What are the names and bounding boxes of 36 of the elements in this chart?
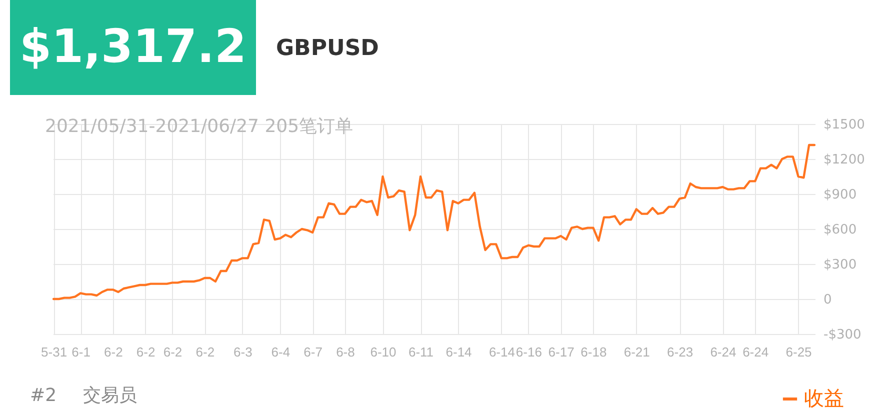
- y-tick-label: $1500: [824, 118, 865, 132]
- y-tick-label: $300: [824, 258, 857, 272]
- x-tick-label: 6-21: [624, 344, 650, 360]
- x-tick-label: 6-2: [163, 344, 182, 360]
- y-tick-label: -$300: [824, 328, 862, 342]
- y-tick-label: $1200: [824, 152, 865, 168]
- x-tick-label: 6-7: [304, 344, 322, 360]
- x-tick-label: 6-24: [742, 344, 769, 360]
- y-tick-label: $900: [824, 188, 857, 202]
- x-tick-label: 6-14: [488, 344, 515, 360]
- x-tick-label: 6-10: [370, 344, 396, 360]
- chart-title: $1,317.2: [20, 19, 246, 73]
- x-tick-label: 6-2: [136, 344, 156, 360]
- x-tick-label: 5-31: [41, 344, 68, 360]
- text: #2: [30, 385, 57, 406]
- x-tick-label: 6-2: [104, 344, 123, 360]
- chart-subtitle: GBPUSD: [276, 36, 379, 61]
- x-tick-label: 6-18: [580, 344, 607, 360]
- x-tick-label: 6-17: [548, 344, 574, 360]
- text: 交易员: [83, 385, 137, 406]
- legend-label: 收益: [804, 386, 844, 410]
- y-tick-label: 0: [824, 292, 832, 308]
- x-tick-label: 6-14: [446, 344, 472, 360]
- line-series: [52, 144, 816, 300]
- x-tick-label: 6-3: [234, 344, 252, 360]
- x-tick-label: 6-24: [710, 344, 736, 360]
- x-tick-label: 6-23: [667, 344, 694, 360]
- x-tick-label: 6-25: [786, 344, 812, 360]
- x-tick-label: 6-16: [516, 344, 542, 360]
- x-tick-label: 6-1: [72, 344, 90, 360]
- x-tick-label: 6-4: [271, 344, 290, 360]
- x-tick-label: 6-8: [336, 344, 355, 360]
- y-tick-label: $600: [824, 222, 857, 238]
- annotation: 2021/05/31-2021/06/27 205笔订单: [45, 116, 354, 137]
- x-tick-label: 6-2: [196, 344, 215, 360]
- x-tick-label: 6-11: [408, 344, 434, 360]
